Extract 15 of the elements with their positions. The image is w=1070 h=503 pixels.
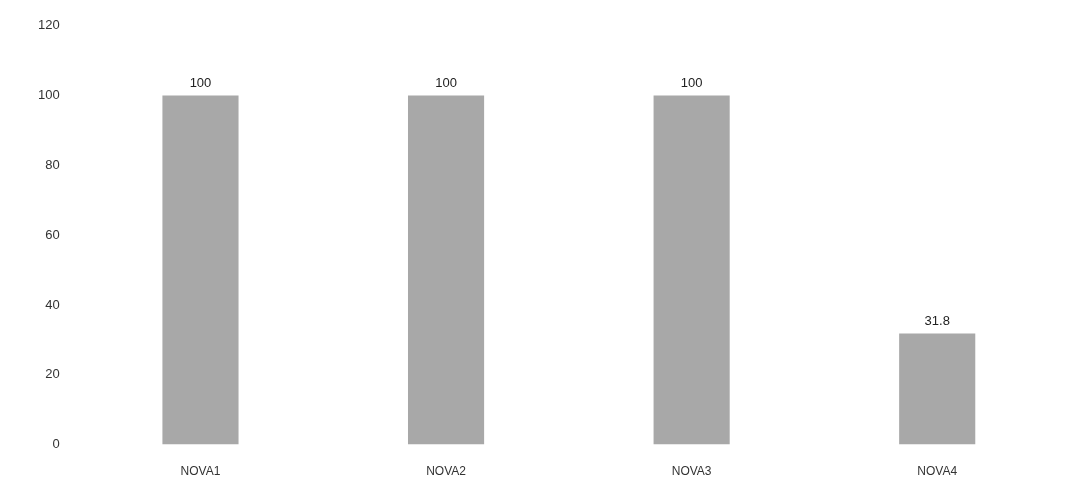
y-tick-label: 80 xyxy=(45,156,60,172)
y-tick-label: 20 xyxy=(45,366,60,382)
y-tick-label: 0 xyxy=(52,436,60,452)
x-tick-label: NOVA3 xyxy=(671,464,712,479)
data-label: 31.8 xyxy=(924,312,950,328)
y-tick-label: 100 xyxy=(37,87,60,103)
data-label: 100 xyxy=(680,74,703,90)
y-tick-label: 40 xyxy=(45,296,60,312)
x-tick-label: NOVA2 xyxy=(426,464,467,479)
data-label: 100 xyxy=(435,74,457,90)
x-tick-label: NOVA1 xyxy=(180,464,221,479)
x-tick-label: NOVA4 xyxy=(917,464,958,479)
y-tick-label: 60 xyxy=(45,226,60,242)
y-tick-label: 120 xyxy=(37,17,60,33)
data-label: 100 xyxy=(189,74,212,90)
